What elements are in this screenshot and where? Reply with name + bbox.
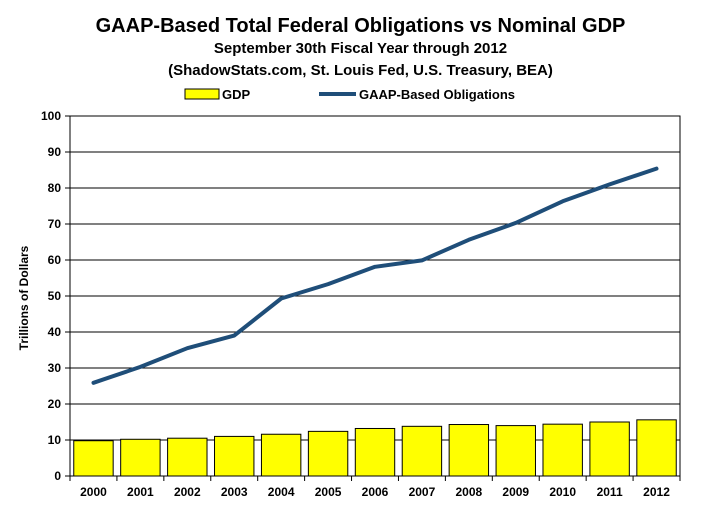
legend-obligations-label: GAAP-Based Obligations bbox=[359, 87, 515, 102]
gdp-bar bbox=[354, 427, 396, 477]
gridlines bbox=[70, 115, 680, 441]
obligations-line bbox=[91, 166, 659, 385]
x-tick-label: 2012 bbox=[643, 485, 670, 499]
x-tick-label: 2004 bbox=[268, 485, 295, 499]
legend-gdp-swatch bbox=[184, 88, 220, 100]
y-tick-label: 80 bbox=[48, 181, 62, 195]
x-tick-label: 2005 bbox=[315, 485, 342, 499]
y-tick-label: 20 bbox=[48, 397, 62, 411]
x-tick-label: 2011 bbox=[597, 485, 623, 499]
gdp-bar bbox=[307, 430, 349, 477]
x-tick-label: 2003 bbox=[221, 485, 248, 499]
obligations-line-group bbox=[91, 166, 659, 385]
x-tick-label: 2009 bbox=[502, 485, 529, 499]
gdp-bar bbox=[214, 435, 255, 477]
plot-area-border bbox=[69, 115, 681, 477]
y-axis-label: Trillions of Dollars bbox=[17, 245, 31, 350]
gdp-bar bbox=[495, 425, 536, 477]
y-tick-label: 90 bbox=[48, 145, 62, 159]
x-tick-label: 2010 bbox=[549, 485, 576, 499]
x-tick-label: 2008 bbox=[455, 485, 482, 499]
x-tick-label: 2001 bbox=[127, 485, 154, 499]
y-tick-label: 70 bbox=[48, 217, 62, 231]
chart-title: GAAP-Based Total Federal Obligations vs … bbox=[95, 15, 626, 37]
gdp-bar bbox=[73, 440, 114, 477]
gdp-bar bbox=[401, 425, 443, 477]
gdp-bar bbox=[120, 438, 161, 477]
x-tick-label: 2007 bbox=[409, 485, 436, 499]
gdp-bars bbox=[73, 419, 677, 477]
y-tick-label: 10 bbox=[48, 433, 62, 447]
gdp-bar bbox=[260, 433, 302, 477]
x-tick-label: 2000 bbox=[80, 485, 107, 499]
chart-source: (ShadowStats.com, St. Louis Fed, U.S. Tr… bbox=[168, 62, 553, 79]
y-tick-label: 60 bbox=[48, 253, 62, 267]
gdp-bar bbox=[636, 419, 677, 477]
chart-subtitle: September 30th Fiscal Year through 2012 bbox=[213, 40, 508, 57]
gdp-bar bbox=[542, 423, 583, 477]
y-tick-label: 100 bbox=[41, 109, 61, 123]
y-tick-label: 30 bbox=[48, 361, 62, 375]
y-tick-label: 50 bbox=[48, 289, 62, 303]
axes: 0 10 20 30 40 50 60 70 80 90 100 2000 2001 2002 2003 20… bbox=[41, 109, 681, 499]
legend: GDP GAAP-Based Obligations bbox=[184, 87, 515, 102]
x-tick-label: 2002 bbox=[174, 485, 201, 499]
y-tick-label: 40 bbox=[48, 325, 62, 339]
gdp-bar bbox=[167, 437, 208, 477]
y-tick-label: 0 bbox=[54, 469, 61, 483]
x-tick-label: 2006 bbox=[362, 485, 389, 499]
gdp-bar bbox=[448, 424, 490, 477]
legend-gdp-label: GDP bbox=[222, 87, 251, 102]
gdp-bar bbox=[589, 421, 630, 477]
